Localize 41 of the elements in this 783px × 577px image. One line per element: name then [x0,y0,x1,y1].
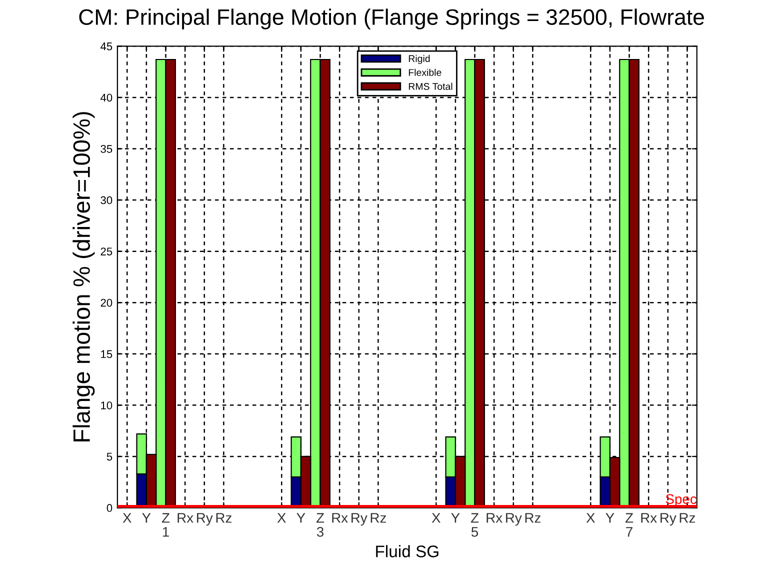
x-tick-label: X [277,513,286,523]
y-tick-label: 25 [100,248,112,256]
legend-label: Flexible [408,68,442,76]
y-tick-label: 10 [101,401,112,410]
y-tick-label: 20 [100,298,112,307]
chart-title: CM: Principal Flange Motion (Flange Springs = 32500, Flowrate [79,8,704,30]
x-tick-label: Rz [216,513,232,523]
x-tick-label: Z 5 [470,513,479,537]
x-tick-label: Y [451,513,460,523]
y-tick-label: 35 [100,145,112,153]
x-tick-label: Ry [352,513,368,526]
y-tick-label: 15 [101,350,112,358]
x-tick-label: Ry [506,513,522,526]
x-axis-title: Fluid SG [376,545,438,558]
x-tick-label: Z 1 [162,513,170,537]
y-axis-title: Flange motion % (driver=100%) [72,112,95,442]
x-tick-label: Rx [332,513,348,523]
y-tick-label: 40 [100,94,112,102]
x-tick-label: Rz [370,513,386,523]
x-tick-label: Ry [660,513,676,526]
x-tick-label: Z 3 [316,513,324,537]
ref-line-label: Spec [666,494,697,507]
y-tick-label: 45 [100,42,112,50]
x-tick-label: X [586,513,595,523]
x-tick-label: Rz [680,513,696,523]
y-tick-label: 0 [106,504,112,512]
legend-label: RMS Total [408,82,452,90]
x-tick-label: Ry [197,513,213,526]
x-tick-label: Y [606,513,614,523]
legend-label: Rigid [408,54,430,64]
x-tick-label: Rx [486,513,502,523]
x-tick-label: Rx [178,513,194,523]
y-tick-label: 5 [106,452,112,461]
x-tick-label: Rx [641,513,657,523]
x-tick-label: Z 7 [625,513,634,537]
x-tick-label: X [122,513,132,523]
x-tick-label: X [432,513,440,523]
x-tick-label: Y [142,513,151,523]
x-tick-label: Rz [525,513,540,523]
x-tick-label: Y [296,513,306,523]
y-tick-label: 30 [100,196,112,204]
